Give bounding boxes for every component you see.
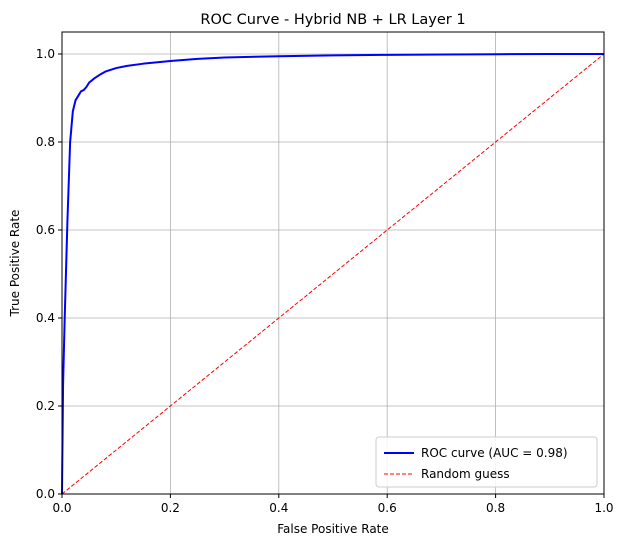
legend: ROC curve (AUC = 0.98) Random guess bbox=[375, 436, 598, 488]
y-tick-label: 0.2 bbox=[36, 399, 55, 413]
y-tick-label: 0.0 bbox=[36, 487, 55, 501]
x-tick-label: 0.8 bbox=[486, 501, 505, 515]
random-guess-line bbox=[61, 53, 605, 495]
roc-curve-line bbox=[61, 53, 604, 495]
chart-title: ROC Curve - Hybrid NB + LR Layer 1 bbox=[200, 12, 465, 28]
x-tick-label: 0.2 bbox=[161, 501, 180, 515]
y-tick-label: 0.8 bbox=[36, 135, 55, 149]
y-axis-label: True Positive Rate bbox=[8, 210, 22, 318]
legend-label-roc: ROC curve (AUC = 0.98) bbox=[421, 446, 568, 460]
x-tick-label: 0.0 bbox=[52, 501, 71, 515]
x-tick-label: 0.4 bbox=[269, 501, 288, 515]
ticks: 0.0 0.2 0.4 0.6 0.8 1.0 0.0 0.2 0.4 0.6 0.8 1.0 bbox=[36, 47, 614, 515]
legend-label-random: Random guess bbox=[421, 467, 510, 481]
plot-frame bbox=[61, 31, 605, 495]
grid bbox=[61, 32, 605, 495]
y-tick-label: 1.0 bbox=[36, 47, 55, 61]
series-layer bbox=[61, 53, 605, 495]
x-tick-label: 1.0 bbox=[594, 501, 613, 515]
x-axis-label: False Positive Rate bbox=[277, 522, 389, 536]
x-tick-label: 0.6 bbox=[378, 501, 397, 515]
y-tick-label: 0.6 bbox=[36, 223, 55, 237]
y-tick-label: 0.4 bbox=[36, 311, 55, 325]
legend-box bbox=[375, 436, 598, 488]
